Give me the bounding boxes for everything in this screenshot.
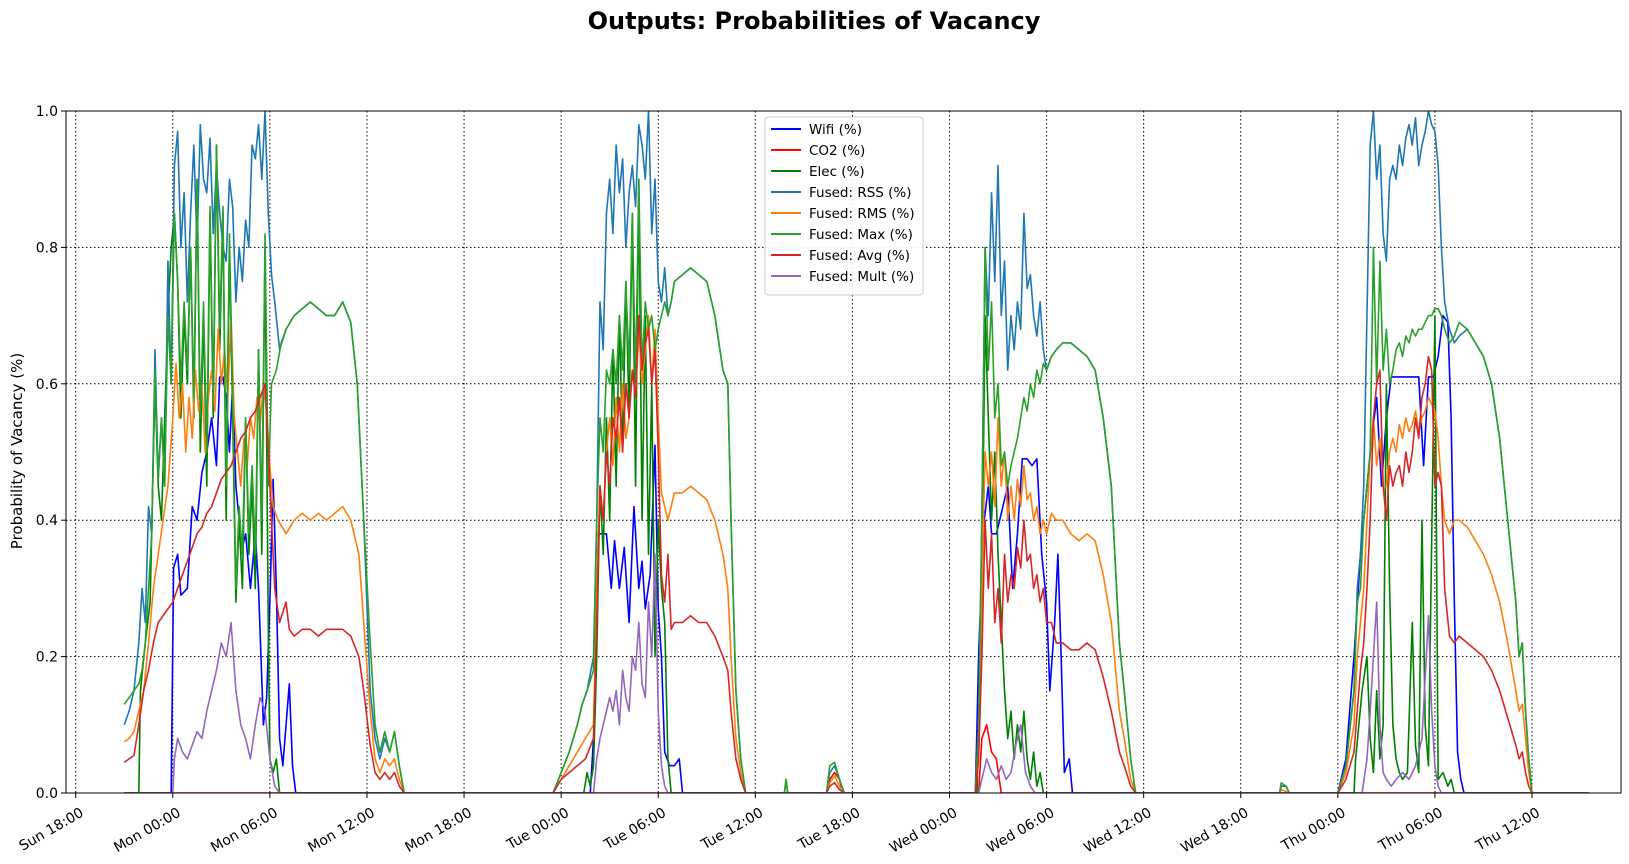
x-tick-label: Wed 00:00: [887, 805, 960, 857]
legend-box: [764, 116, 924, 296]
x-tick-label: Wed 06:00: [984, 805, 1057, 857]
y-tick-label: 0.0: [36, 786, 58, 802]
x-tick-label: Mon 12:00: [305, 805, 377, 856]
series-line-1: [124, 724, 1589, 793]
series-group: [123, 111, 1589, 793]
legend-entry: Wifi (%): [809, 122, 862, 138]
legend-entry: Fused: RMS (%): [809, 206, 915, 222]
x-tick-label: Tue 12:00: [698, 805, 766, 854]
legend-entry: Fused: RSS (%): [809, 185, 912, 201]
chart-title: Outputs: Probabilities of Vacancy: [588, 7, 1041, 35]
x-tick-label: Tue 00:00: [504, 805, 572, 854]
y-tick-label: 0.4: [36, 513, 58, 529]
y-tick-label: 1.0: [36, 104, 58, 120]
series-line-5: [123, 144, 1589, 793]
x-tick-label: Sun 18:00: [17, 805, 87, 855]
x-tick-label: Mon 00:00: [111, 805, 183, 856]
x-tick-label: Mon 06:00: [208, 805, 280, 856]
x-tick-label: Thu 06:00: [1375, 805, 1445, 855]
y-tick-label: 0.2: [36, 650, 58, 666]
series-line-7: [124, 553, 1589, 793]
x-tick-label: Wed 12:00: [1081, 805, 1154, 857]
legend-entry: Fused: Max (%): [809, 227, 913, 243]
plot-area-frame: [65, 110, 1622, 794]
legend-entry: Fused: Mult (%): [809, 269, 914, 285]
legend: Wifi (%) CO2 (%) Elec (%) Fused: RSS (%) Fus…: [764, 116, 924, 296]
y-axis-label: Probability of Vacancy (%): [8, 353, 26, 549]
legend-entry: Elec (%): [809, 164, 865, 180]
x-tick-label: Tue 18:00: [795, 805, 863, 854]
legend-entry: Fused: Avg (%): [809, 248, 910, 264]
y-tick-label: 0.8: [36, 240, 58, 256]
x-tick-label: Tue 06:00: [601, 805, 669, 854]
x-tick-label: Thu 12:00: [1472, 805, 1542, 855]
legend-entry: CO2 (%): [809, 143, 865, 159]
y-tick-label: 0.6: [36, 377, 58, 393]
x-tick-label: Wed 18:00: [1178, 805, 1251, 857]
x-tick-label: Thu 00:00: [1278, 805, 1348, 855]
x-tick-label: Mon 18:00: [402, 805, 474, 856]
series-line-6: [123, 314, 1589, 793]
